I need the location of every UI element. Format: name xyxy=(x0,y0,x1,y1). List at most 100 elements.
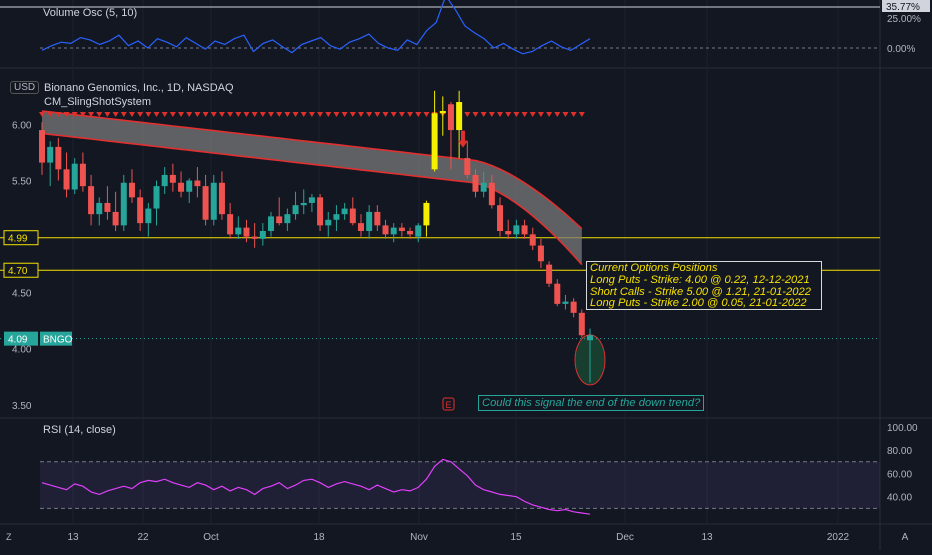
sell-marker xyxy=(276,112,283,117)
annotation-note[interactable]: Could this signal the end of the down tr… xyxy=(478,395,705,411)
sell-marker xyxy=(112,112,119,117)
candle-body xyxy=(407,230,414,235)
candle-body xyxy=(161,174,168,187)
sell-marker xyxy=(480,112,487,117)
info-line-title: Current Options Positions xyxy=(590,262,718,274)
sell-marker xyxy=(243,112,250,117)
sell-signal-arrow xyxy=(457,130,468,148)
sell-marker xyxy=(570,112,577,117)
candle-body xyxy=(137,197,144,224)
candle-body xyxy=(570,301,577,313)
ticker-label: BNGO xyxy=(43,335,73,346)
ticker-badge xyxy=(40,331,72,346)
sell-marker xyxy=(488,112,495,117)
candle-body xyxy=(96,202,103,215)
candle-body xyxy=(235,227,242,235)
price-line-tag xyxy=(3,262,39,278)
x-axis-tick: A xyxy=(902,532,909,543)
candle-body xyxy=(259,230,266,239)
sell-marker xyxy=(390,112,397,117)
candle-body xyxy=(202,186,209,220)
candle-body xyxy=(218,182,225,215)
x-axis-tick: Oct xyxy=(203,532,219,543)
sell-marker xyxy=(251,112,258,117)
x-axis-tick: Dec xyxy=(616,532,634,543)
ema-band-fill xyxy=(42,111,582,265)
candle-body xyxy=(513,225,520,235)
candle-body xyxy=(341,208,348,215)
candle-body xyxy=(227,214,234,235)
candle-body xyxy=(382,225,389,235)
candle-body xyxy=(447,104,454,131)
sell-marker xyxy=(562,112,569,117)
candle-body xyxy=(333,214,340,220)
candle-body xyxy=(415,225,422,237)
candle-body xyxy=(325,219,332,226)
sell-marker xyxy=(178,112,185,117)
last-candle-body xyxy=(587,335,593,341)
sell-marker xyxy=(218,112,225,117)
sell-marker xyxy=(88,112,95,117)
sell-marker xyxy=(333,112,340,117)
candle-body xyxy=(423,202,430,226)
last-price-badge xyxy=(4,331,38,346)
candle-body xyxy=(480,182,487,192)
x-axis-tick: 13 xyxy=(701,532,713,543)
candle-body xyxy=(79,163,86,187)
sell-marker xyxy=(96,112,103,117)
candle-body xyxy=(145,208,152,224)
x-axis-tick: 13 xyxy=(67,532,79,543)
candle-body xyxy=(153,186,160,209)
sell-marker xyxy=(407,112,414,117)
rsi-label[interactable]: RSI (14, close) xyxy=(43,424,116,436)
price-line-tag-text: 4.70 xyxy=(8,266,28,277)
candle-body xyxy=(128,182,135,198)
sell-marker xyxy=(505,112,512,117)
sell-marker xyxy=(235,112,242,117)
x-axis-tick: Nov xyxy=(410,532,428,543)
options-info-box: Current Options Positions Long Puts - St… xyxy=(586,261,822,310)
zoom-icon: Z xyxy=(6,532,12,542)
candle-body xyxy=(554,283,561,304)
sell-marker xyxy=(79,112,86,117)
rsi-axis-tick: 60.00 xyxy=(887,469,912,480)
volume-osc-tick: 25.00% xyxy=(887,14,921,25)
candle-body xyxy=(186,180,193,192)
candle-body xyxy=(497,205,504,231)
sell-marker xyxy=(153,112,160,117)
candle-body xyxy=(374,211,381,226)
sell-marker xyxy=(578,112,585,117)
currency-badge[interactable]: USD xyxy=(10,81,40,94)
info-line-short-calls: Short Calls - Strike 5.00 @ 1.21, 21-01-… xyxy=(590,285,811,298)
candle-body xyxy=(537,245,544,262)
x-axis-tick: 15 xyxy=(510,532,522,543)
sell-marker xyxy=(308,112,315,117)
info-line-long-puts-2: Long Puts - Strike 2.00 @ 0.05, 21-01-20… xyxy=(590,297,807,310)
volume-osc-label[interactable]: Volume Osc (5, 10) xyxy=(43,7,138,19)
sell-marker xyxy=(284,112,291,117)
candle-body xyxy=(104,202,111,212)
sell-marker xyxy=(210,112,217,117)
candle-body xyxy=(505,230,512,235)
price-line-tag xyxy=(3,230,39,246)
candle-body xyxy=(88,186,95,215)
candle-body xyxy=(488,182,495,206)
sell-marker xyxy=(423,112,430,117)
sell-marker xyxy=(537,112,544,117)
sell-marker xyxy=(186,112,193,117)
ema-fast-line xyxy=(41,110,583,230)
candle-body xyxy=(251,236,258,239)
candle-body xyxy=(472,174,479,192)
sell-marker xyxy=(374,112,381,117)
sell-marker xyxy=(259,112,266,117)
sell-marker xyxy=(300,112,307,117)
indicator-label[interactable]: CM_SlingShotSystem xyxy=(44,96,151,108)
candle-body xyxy=(292,205,299,215)
candle-body xyxy=(349,208,356,224)
sell-marker xyxy=(521,112,528,117)
rsi-band-fill xyxy=(40,461,880,509)
rsi-axis-tick: 100.00 xyxy=(887,423,918,434)
sell-marker xyxy=(349,112,356,117)
